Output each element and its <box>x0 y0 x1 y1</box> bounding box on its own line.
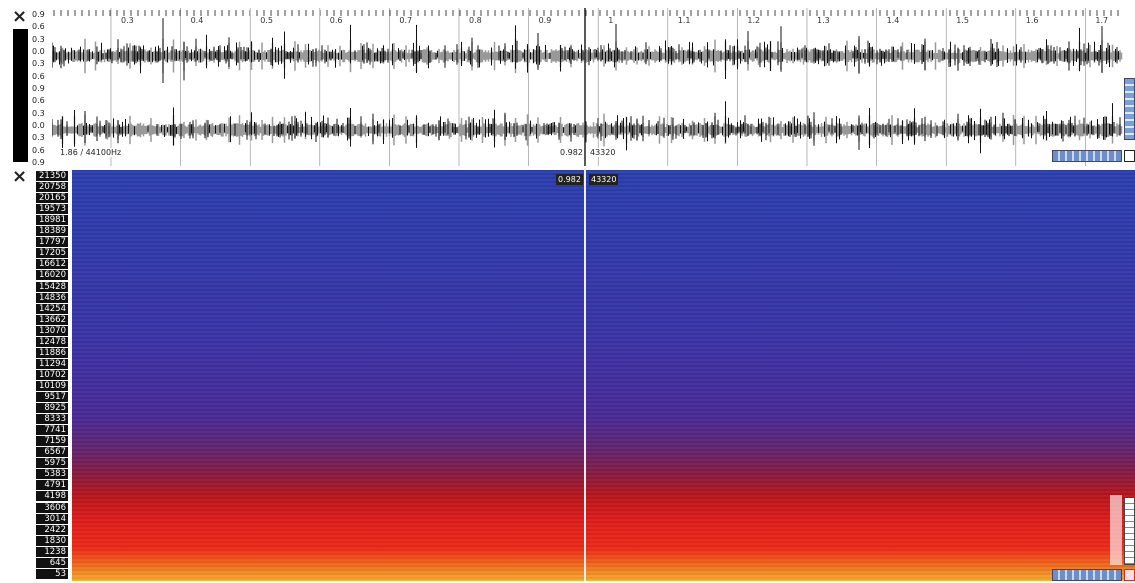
time-label: 1.5 <box>956 16 969 25</box>
cursor-sample: 43320 <box>590 148 615 157</box>
frequency-label: 5975 <box>36 458 68 468</box>
time-label: 1.3 <box>817 16 830 25</box>
frequency-label: 18389 <box>36 226 68 236</box>
time-label: 0.7 <box>399 16 412 25</box>
channel-bar <box>13 29 28 162</box>
frequency-label: 9517 <box>36 392 68 402</box>
time-label: 0.9 <box>539 16 552 25</box>
frequency-label: 1830 <box>36 536 68 546</box>
amplitude-label: 0.6 <box>32 96 45 105</box>
frequency-label: 4198 <box>36 491 68 501</box>
frequency-label: 8925 <box>36 403 68 413</box>
waveform: 0.3 0.4 0.5 0.6 0.7 0.8 0.9 1 1.1 1.2 1.3 1.4 1.5 1.6… <box>52 8 1123 166</box>
frequency-label: 14836 <box>36 293 68 303</box>
zoom-bar[interactable] <box>1052 150 1122 162</box>
frequency-label: 7741 <box>36 425 68 435</box>
time-label: 1.2 <box>747 16 760 25</box>
amplitude-label: 0.3 <box>32 35 45 44</box>
amplitude-label: 0.3 <box>32 133 45 142</box>
amplitude-label: 0.9 <box>32 158 45 167</box>
cursor-sample: 43320 <box>589 174 618 185</box>
time-label: 1.1 <box>678 16 691 25</box>
time-label: 0.6 <box>330 16 343 25</box>
frequency-label: 10109 <box>36 381 68 391</box>
frequency-label: 15428 <box>36 282 68 292</box>
frequency-label: 20165 <box>36 193 68 203</box>
cursor-time: 0.982 <box>560 148 583 157</box>
audio-editor: × 0.90.60.30.00.30.60.90.60.30.00.30.60.… <box>0 0 1135 583</box>
close-button[interactable]: × <box>12 8 27 26</box>
close-button[interactable]: × <box>12 168 27 186</box>
cursor-time: 0.982 <box>556 174 583 185</box>
frequency-label: 17205 <box>36 248 68 258</box>
frequency-label: 18981 <box>36 215 68 225</box>
frequency-label: 5383 <box>36 469 68 479</box>
frequency-label: 12478 <box>36 337 68 347</box>
level-bar <box>1110 495 1122 565</box>
frequency-label: 14254 <box>36 304 68 314</box>
frequency-label: 16612 <box>36 259 68 269</box>
frequency-label: 19573 <box>36 204 68 214</box>
amplitude-scale: 0.9 0.6 0.3 0.0 0.3 0.6 0.9 0.6 0.3 0.0 0.3 0.6 0.9 <box>32 10 52 166</box>
amplitude-label: 0.3 <box>32 109 45 118</box>
time-label: 0.3 <box>121 16 134 25</box>
time-label: 1.6 <box>1026 16 1039 25</box>
cursor-line <box>584 168 586 581</box>
zoom-toggle[interactable] <box>1124 569 1135 581</box>
amplitude-label: 0.6 <box>32 22 45 31</box>
time-label: 1.7 <box>1095 16 1108 25</box>
frequency-label: 11294 <box>36 359 68 369</box>
time-label: 1.4 <box>887 16 900 25</box>
amplitude-label: 0.9 <box>32 10 45 19</box>
amplitude-label: 0.6 <box>32 146 45 155</box>
frequency-label: 13662 <box>36 315 68 325</box>
frequency-label: 1238 <box>36 547 68 557</box>
time-label: 0.5 <box>260 16 273 25</box>
frequency-label: 6567 <box>36 447 68 457</box>
frequency-label: 21350 <box>36 171 68 181</box>
frequency-label: 7159 <box>36 436 68 446</box>
frequency-label: 8333 <box>36 414 68 424</box>
zoom-bar[interactable] <box>1052 569 1122 581</box>
frequency-label: 10702 <box>36 370 68 380</box>
vertical-zoom[interactable] <box>1124 497 1135 565</box>
frequency-label: 645 <box>36 558 68 568</box>
amplitude-label: 0.0 <box>32 47 45 56</box>
frequency-label: 16020 <box>36 270 68 280</box>
time-label: 0.4 <box>191 16 204 25</box>
spectrogram <box>72 170 1135 581</box>
frequency-label: 4791 <box>36 480 68 490</box>
frequency-label: 3014 <box>36 514 68 524</box>
frequency-label: 3606 <box>36 503 68 513</box>
frequency-label: 20758 <box>36 182 68 192</box>
frequency-label: 53 <box>36 569 68 579</box>
waveform-bg <box>52 8 1123 166</box>
amplitude-label: 0.3 <box>32 59 45 68</box>
amplitude-label: 0.6 <box>32 72 45 81</box>
status-label: 1.86 / 44100Hz <box>60 148 121 157</box>
time-label: 0.8 <box>469 16 482 25</box>
amplitude-label: 0.9 <box>32 84 45 93</box>
frequency-label: 13070 <box>36 326 68 336</box>
frequency-label: 17797 <box>36 237 68 247</box>
time-label: 1 <box>608 16 613 25</box>
frequency-label: 11886 <box>36 348 68 358</box>
zoom-toggle[interactable] <box>1124 150 1135 162</box>
vertical-zoom[interactable] <box>1124 78 1135 140</box>
frequency-label: 2422 <box>36 525 68 535</box>
amplitude-label: 0.0 <box>32 121 45 130</box>
